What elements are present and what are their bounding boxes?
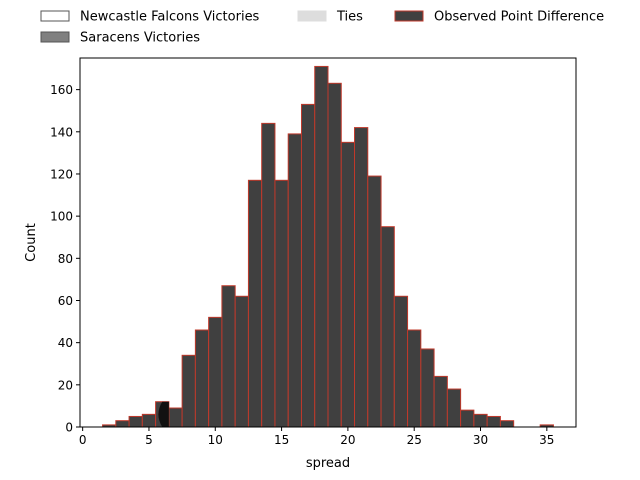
legend: Newcastle Falcons Victories Saracens Vict… [40, 10, 604, 46]
y-tick-label: 120 [50, 167, 73, 181]
legend-swatch [297, 10, 327, 22]
x-tick-label: 30 [473, 433, 488, 447]
x-tick-label: 0 [79, 433, 87, 447]
legend-swatch [40, 31, 70, 43]
histogram-bar [300, 103, 316, 428]
histogram-bar [473, 413, 488, 428]
x-axis-ticks: 0 5 10 15 20 25 30 35 [79, 427, 554, 447]
histogram-bar [499, 420, 515, 428]
histogram-bar [168, 407, 183, 428]
legend-label: Ties [336, 10, 363, 25]
x-tick-label: 10 [208, 433, 223, 447]
y-tick-label: 20 [58, 378, 73, 392]
y-tick-label: 100 [50, 210, 73, 224]
y-tick-label: 40 [58, 336, 73, 350]
observed-point-difference-marker [158, 401, 169, 427]
histogram-bar [354, 127, 369, 428]
histogram-bar [247, 179, 263, 428]
y-tick-label: 160 [50, 83, 73, 97]
histogram-bar [128, 415, 143, 428]
histogram-bar [433, 375, 448, 428]
x-tick-label: 5 [145, 433, 153, 447]
histogram-bar [208, 316, 223, 428]
legend-label: Newcastle Falcons Victories [80, 10, 260, 25]
x-tick-label: 35 [539, 433, 554, 447]
x-axis-label: spread [306, 456, 350, 471]
histogram-bar [221, 285, 236, 428]
histogram-bar [261, 122, 276, 428]
histogram-bar [367, 175, 382, 428]
legend-label: Observed Point Difference [434, 10, 604, 25]
histogram-bar [327, 82, 342, 428]
histogram-bar [115, 420, 130, 428]
y-tick-label: 0 [65, 421, 73, 435]
histogram-bar [486, 415, 501, 428]
histogram-bar [141, 413, 157, 428]
histogram-bar [340, 141, 356, 428]
x-tick-label: 25 [407, 433, 422, 447]
y-axis-ticks: 0 20 40 60 80 100 120 140 160 [50, 83, 80, 435]
histogram-bar [446, 388, 462, 428]
histogram-bar [393, 295, 409, 428]
y-tick-label: 140 [50, 125, 73, 139]
histogram-bar [407, 329, 422, 428]
legend-swatch [40, 10, 70, 22]
histogram-bar [287, 133, 302, 428]
plot-frame [79, 57, 577, 428]
histogram-bar [420, 348, 435, 428]
histogram-bar [460, 409, 475, 428]
y-tick-label: 80 [58, 252, 73, 266]
histogram-bar [234, 295, 249, 428]
histogram-bar [181, 354, 196, 428]
histogram-bar [380, 226, 395, 428]
legend-swatch [394, 10, 424, 22]
histogram-bar [314, 65, 329, 428]
y-axis-label: Count [24, 223, 39, 262]
y-tick-label: 60 [58, 294, 73, 308]
histogram-bar [194, 329, 210, 428]
legend-label: Saracens Victories [80, 31, 200, 46]
histogram-bar [274, 179, 289, 428]
x-tick-label: 20 [340, 433, 355, 447]
x-tick-label: 15 [274, 433, 289, 447]
